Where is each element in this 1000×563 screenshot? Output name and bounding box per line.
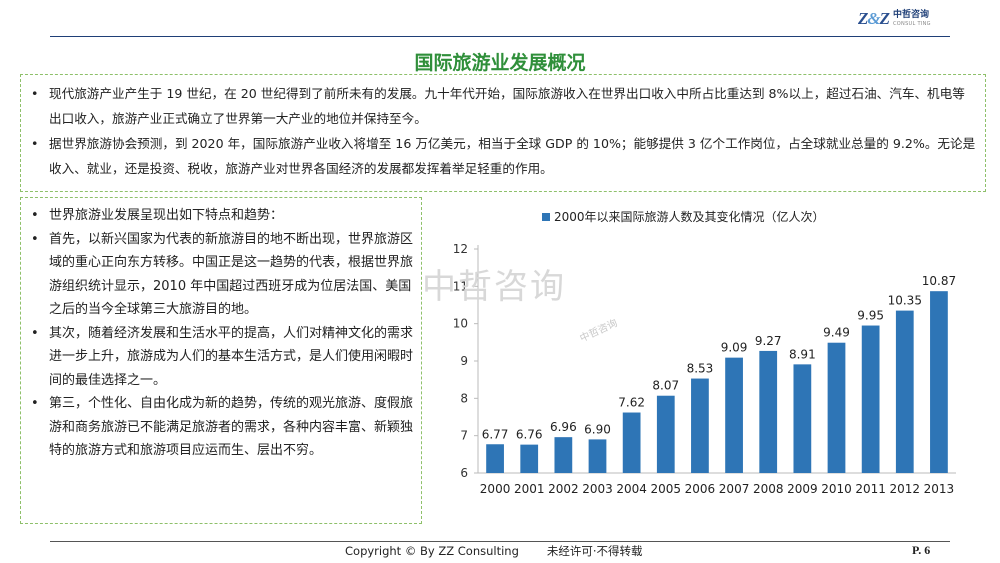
y-tick-label: 7 <box>460 429 468 443</box>
data-label-2006: 8.53 <box>687 362 714 376</box>
trends-box: • 世界旅游业发展呈现出如下特点和趋势： • 首先，以新兴国家为代表的新旅游目的地不… <box>20 197 422 524</box>
x-tick-label: 2008 <box>753 482 784 496</box>
trend-bullet: • 世界旅游业发展呈现出如下特点和趋势： <box>29 204 415 228</box>
bar-2002 <box>554 437 573 473</box>
data-label-2010: 9.49 <box>823 326 850 340</box>
bar-2004 <box>622 412 641 473</box>
x-tick-label: 2011 <box>855 482 886 496</box>
x-tick-label: 2010 <box>821 482 852 496</box>
data-label-2000: 6.77 <box>482 427 509 441</box>
bar-2000 <box>486 444 504 473</box>
data-label-2009: 8.91 <box>789 347 816 361</box>
legend-swatch <box>542 213 550 221</box>
bar-2013 <box>930 291 948 473</box>
legend-label: 2000年以来国际旅游人数及其变化情况（亿人次） <box>554 209 825 224</box>
x-tick-label: 2000 <box>480 482 511 496</box>
logo-name-en: CONSUL TING <box>893 21 931 27</box>
watermark-large: 中哲咨询 <box>422 267 566 307</box>
x-tick-label: 2013 <box>924 482 955 496</box>
data-label-2005: 8.07 <box>652 379 679 393</box>
trend-bullet: • 首先，以新兴国家为代表的新旅游目的地不断出现，世界旅游区域的重心正向东方转移。… <box>29 228 415 322</box>
x-tick-label: 2005 <box>651 482 682 496</box>
data-label-2004: 7.62 <box>618 396 645 410</box>
overview-box: • 现代旅游产业产生于 19 世纪，在 20 世纪得到了前所未有的发展。九十年代开… <box>20 74 986 192</box>
company-logo: Z&Z 中哲咨询 CONSUL TING <box>858 9 931 29</box>
y-tick-label: 9 <box>460 354 468 368</box>
x-tick-label: 2007 <box>719 482 750 496</box>
bullet-text: 据世界旅游协会预测，到 2020 年，国际旅游产业收入将增至 16 万亿美元，相… <box>49 136 976 176</box>
bullet-marker: • <box>31 86 39 101</box>
bar-2005 <box>656 395 675 473</box>
x-tick-label: 2004 <box>616 482 647 496</box>
chart-svg: 2000年以来国际旅游人数及其变化情况（亿人次） 6 7 8 9 10 11 12 6.77 20… <box>453 209 956 496</box>
bar-2012 <box>895 310 914 473</box>
x-tick-label: 2002 <box>548 482 579 496</box>
copyright-note: 未经许可·不得转载 <box>546 544 643 558</box>
y-tick-label: 6 <box>460 466 468 480</box>
slide-title: 国际旅游业发展概况 <box>414 52 586 74</box>
bar-2007 <box>725 357 743 473</box>
copyright-text: Copyright © By ZZ Consulting <box>345 544 519 558</box>
bar-2010 <box>827 342 846 473</box>
trend-bullet: • 第三，个性化、自由化成为新的趋势，传统的观光旅游、度假旅游和商务旅游已不能满足… <box>29 392 415 463</box>
bullet-text: 现代旅游产业产生于 19 世纪，在 20 世纪得到了前所未有的发展。九十年代开始… <box>49 86 965 126</box>
bar-2006 <box>691 378 709 473</box>
overview-bullet: • 现代旅游产业产生于 19 世纪，在 20 世纪得到了前所未有的发展。九十年代开… <box>29 81 977 131</box>
header-divider <box>50 36 950 37</box>
overview-list: • 现代旅游产业产生于 19 世纪，在 20 世纪得到了前所未有的发展。九十年代开… <box>29 81 977 181</box>
data-label-2013: 10.87 <box>922 274 956 288</box>
bullet-marker: • <box>31 208 39 223</box>
data-label-2012: 10.35 <box>888 294 922 308</box>
data-label-2011: 9.95 <box>857 309 884 323</box>
tourist-arrivals-chart: 2000年以来国际旅游人数及其变化情况（亿人次） 6 7 8 9 10 11 12 6.77 20… <box>430 201 970 511</box>
logo-name-cn: 中哲咨询 <box>893 10 930 20</box>
bar-2003 <box>588 439 607 473</box>
bar-2001 <box>520 444 539 473</box>
bullet-text: 首先，以新兴国家为代表的新旅游目的地不断出现，世界旅游区域的重心正向东方转移。中… <box>49 231 414 318</box>
data-label-2001: 6.76 <box>516 428 543 442</box>
bullet-text: 第三，个性化、自由化成为新的趋势，传统的观光旅游、度假旅游和商务旅游已不能满足旅… <box>49 396 414 458</box>
bullet-text: 其次，随着经济发展和生活水平的提高，人们对精神文化的需求进一步上升，旅游成为人们… <box>49 325 414 388</box>
overview-bullet: • 据世界旅游协会预测，到 2020 年，国际旅游产业收入将增至 16 万亿美元，… <box>29 131 977 181</box>
bullet-text: 世界旅游业发展呈现出如下特点和趋势： <box>49 208 284 223</box>
x-tick-label: 2012 <box>890 482 921 496</box>
y-tick-label: 10 <box>453 317 468 331</box>
y-tick-label: 11 <box>453 279 468 293</box>
bar-2009 <box>793 364 812 473</box>
x-tick-label: 2006 <box>685 482 716 496</box>
y-tick-label: 12 <box>453 242 468 256</box>
bar-2008 <box>759 350 778 473</box>
y-tick-label: 8 <box>460 391 468 405</box>
logo-mark: Z&Z <box>858 9 890 28</box>
bullet-marker: • <box>31 396 39 411</box>
bullet-marker: • <box>31 231 39 247</box>
bullet-marker: • <box>31 136 39 151</box>
x-tick-label: 2003 <box>582 482 613 496</box>
bar-2011 <box>861 325 880 473</box>
data-label-2002: 6.96 <box>550 420 577 434</box>
page-number: P. 6 <box>912 543 931 557</box>
footer: Copyright © By ZZ Consulting 未经许可·不得转载 <box>345 543 643 559</box>
footer-divider <box>50 541 950 542</box>
data-label-2003: 6.90 <box>584 422 611 436</box>
trend-bullet: • 其次，随着经济发展和生活水平的提高，人们对精神文化的需求进一步上升，旅游成为人… <box>29 322 415 393</box>
x-tick-label: 2009 <box>787 482 818 496</box>
trends-list: • 世界旅游业发展呈现出如下特点和趋势： • 首先，以新兴国家为代表的新旅游目的地不… <box>29 204 415 463</box>
bullet-marker: • <box>31 325 39 341</box>
data-label-2008: 9.27 <box>755 334 782 348</box>
data-label-2007: 9.09 <box>721 341 748 355</box>
x-tick-label: 2001 <box>514 482 545 496</box>
